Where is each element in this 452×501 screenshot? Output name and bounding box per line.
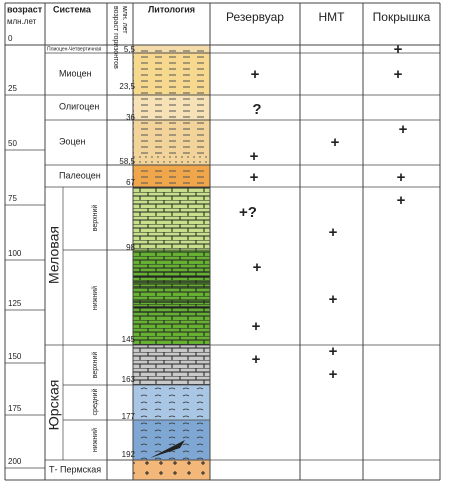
header-lithology: Литология [148, 4, 195, 14]
horizon-age: 58,5 [119, 157, 135, 166]
seal-mark: + [397, 169, 406, 186]
system-name: Т- Пермская [49, 464, 101, 474]
age-tick-label: 175 [8, 404, 22, 413]
header-reservoir: Резервуар [226, 10, 284, 24]
age-tick-label: 200 [8, 457, 22, 466]
system-name: Плиоцен-Четвертичная [47, 46, 102, 52]
seal-mark: + [394, 41, 403, 58]
subdivision: верхний [91, 352, 99, 379]
age-tick-label: 75 [8, 194, 17, 203]
header-age: млн.лет [7, 17, 37, 26]
nmt-mark: + [329, 291, 338, 308]
litho-pattern [133, 45, 210, 53]
age-tick-label: 0 [8, 34, 13, 43]
system-name: Меловая [46, 226, 62, 284]
age-tick-label: 125 [8, 299, 22, 308]
subdivision: нижний [91, 428, 99, 452]
litho-band [133, 270, 210, 288]
nmt-mark: + [331, 134, 340, 151]
system-name: Эоцен [59, 136, 86, 146]
litho-band [133, 300, 210, 316]
nmt-mark: + [329, 366, 338, 383]
litho-pattern [133, 250, 210, 345]
reservoir-mark: + [251, 66, 260, 83]
reservoir-mark: + [250, 148, 259, 165]
age-tick-label: 50 [8, 139, 17, 148]
reservoir-mark: +? [239, 204, 257, 221]
system-name: Палеоцен [59, 170, 101, 180]
litho-pattern [133, 155, 210, 165]
nmt-mark: + [329, 343, 338, 360]
header-horizon-age: млн. лет [121, 6, 128, 34]
seal-mark: + [394, 66, 403, 83]
subdivision: средний [91, 388, 99, 415]
litho-pattern [133, 53, 210, 95]
litho-pattern [133, 187, 210, 250]
litho-pattern [133, 95, 210, 120]
horizon-age: 145 [122, 335, 136, 344]
reservoir-mark: ? [252, 101, 261, 118]
labels: возраст млн.лет Система возраст горизонтов м… [7, 4, 431, 474]
fault [150, 440, 185, 458]
header-nmt: НМТ [319, 10, 346, 24]
horizon-age: 23,5 [119, 82, 135, 91]
horizon-age: 163 [122, 375, 136, 384]
litho-pattern [133, 120, 210, 155]
litho-pattern [133, 385, 210, 420]
system-name: Олигоцен [59, 101, 99, 111]
litho-pattern [133, 345, 210, 385]
horizon-age: 192 [122, 450, 136, 459]
age-tick-label: 100 [8, 249, 22, 258]
header-horizon-age: возраст горизонтов [112, 6, 119, 69]
table-grid [4, 2, 441, 481]
litho-pattern [133, 165, 210, 187]
system-name: Миоцен [59, 68, 92, 78]
reservoir-mark: + [250, 169, 259, 186]
header-age: возраст [7, 4, 43, 14]
litho-pattern [133, 460, 210, 480]
horizon-age: 67 [126, 178, 135, 187]
horizon-age: 5,5 [124, 45, 136, 54]
seal-mark: + [397, 192, 406, 209]
age-tick-label: 150 [8, 352, 22, 361]
reservoir-mark: + [252, 318, 261, 335]
reservoir-mark: + [252, 351, 261, 368]
reservoir-mark: + [253, 259, 262, 276]
litho-pattern [133, 420, 210, 460]
subdivision: верхний [91, 205, 99, 232]
horizon-age: 98 [126, 243, 135, 252]
nmt-mark: + [329, 224, 338, 241]
horizon-age: 177 [122, 412, 136, 421]
system-name: Юрская [46, 380, 62, 431]
subdivision: нижний [91, 286, 99, 310]
header-seal: Покрышка [373, 10, 431, 24]
age-tick-label: 25 [8, 84, 17, 93]
header-system: Система [53, 4, 92, 14]
horizon-age: 36 [126, 113, 135, 122]
seal-mark: + [399, 121, 408, 138]
lithology-column [133, 45, 210, 480]
